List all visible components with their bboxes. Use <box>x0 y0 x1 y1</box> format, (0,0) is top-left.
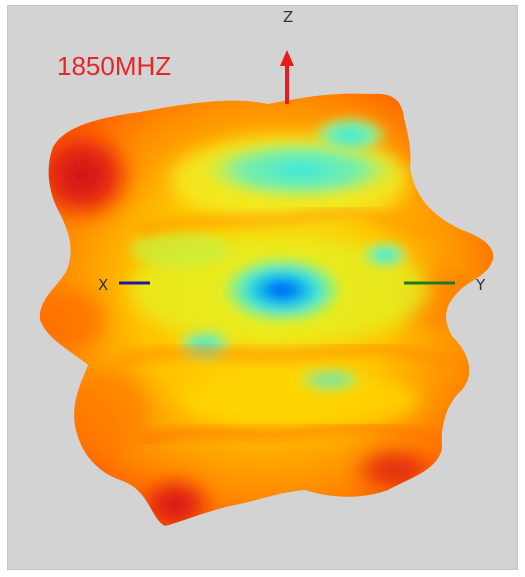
lobe-red-top-left <box>39 125 137 225</box>
x-axis-label: X <box>98 276 109 294</box>
z-axis-arrow <box>280 50 294 104</box>
z-axis-label: Z <box>283 8 294 26</box>
null-center <box>217 254 347 326</box>
y-axis-label: Y <box>476 276 486 294</box>
lobe-red-bottom-right <box>350 445 440 495</box>
frequency-label: 1850MHZ <box>57 51 172 81</box>
lobe-red-bottom-left <box>135 475 215 526</box>
